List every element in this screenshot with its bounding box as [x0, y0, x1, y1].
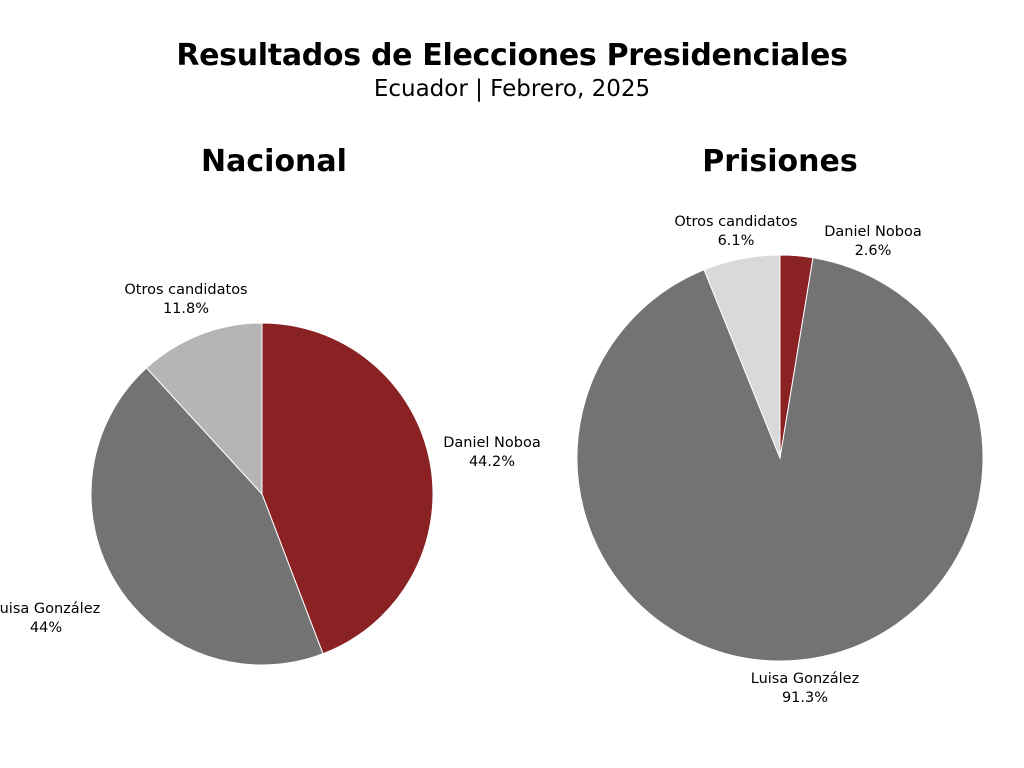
pie-title-nacional: Nacional — [201, 144, 347, 179]
pie-slice-daniel-noboa — [261, 322, 434, 655]
pie-slice-otros-candidatos — [145, 322, 263, 496]
slice-label-daniel-noboa: Daniel Noboa 2.6% — [824, 224, 922, 259]
chart-title: Resultados de Elecciones Presidenciales — [176, 38, 848, 73]
pie-slice-otros-candidatos — [703, 254, 781, 459]
chart-subtitle: Ecuador | Febrero, 2025 — [373, 76, 651, 102]
pie-title-prisiones: Prisiones — [702, 144, 858, 179]
slice-label-luisa-gonz-lez: Luisa González 91.3% — [751, 671, 859, 706]
slice-label-luisa-gonz-lez: Luisa González 44% — [0, 601, 100, 636]
pie-slice-luisa-gonz-lez — [90, 367, 324, 666]
slice-label-otros-candidatos: Otros candidatos 6.1% — [674, 214, 797, 249]
slice-label-daniel-noboa: Daniel Noboa 44.2% — [443, 435, 541, 470]
slice-label-otros-candidatos: Otros candidatos 11.8% — [124, 282, 247, 317]
pie-slice-luisa-gonz-lez — [576, 257, 984, 662]
